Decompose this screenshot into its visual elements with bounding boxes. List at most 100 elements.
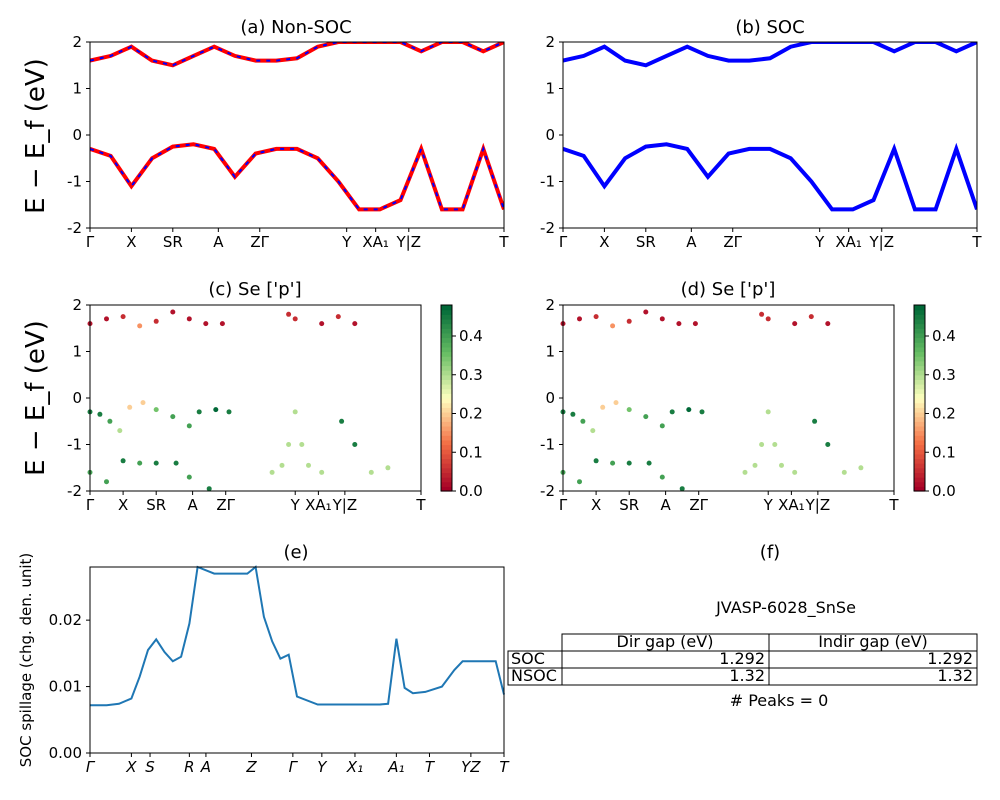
gap-table: JVASP-6028_SnSe Dir gap (eV) Indir gap (…	[507, 598, 978, 710]
scatter-point	[646, 460, 652, 466]
colorbar-segment	[914, 305, 925, 311]
x-tick-label: Γ	[559, 233, 568, 251]
y-tick-label: 0	[72, 389, 82, 407]
colorbar-segment	[441, 407, 452, 413]
spillage-line	[90, 565, 505, 707]
band-lines	[563, 42, 977, 212]
colorbar-segment	[914, 472, 925, 478]
scatter-point	[659, 423, 665, 429]
x-tick-label: Y|Z	[869, 233, 895, 251]
x-tick-label: Y	[290, 496, 301, 514]
table-cell: 1.292	[927, 649, 973, 668]
colorbar-segment	[914, 439, 925, 446]
scatter-point	[385, 465, 391, 471]
colorbar-c: 0.0 0.1 0.2 0.3 0.4	[440, 304, 483, 500]
scatter-point	[779, 462, 784, 468]
scatter-point	[825, 321, 831, 327]
scatter-point	[286, 442, 292, 447]
panel-c-plot: -2 -1 0 1 2 Γ X SR A ZΓ Y XA₁ Y|Z T	[67, 296, 426, 514]
colorbar-segment	[441, 439, 452, 446]
band-lines	[90, 42, 504, 212]
band-line-dash	[90, 42, 504, 67]
colorbar-segment	[914, 388, 925, 394]
x-tick-label: X	[599, 233, 609, 251]
colorbar-segment	[441, 411, 452, 418]
colorbar-segment	[914, 346, 925, 353]
scatter-point	[808, 314, 814, 320]
scatter-point	[120, 314, 126, 320]
x-tick-label: XA₁	[362, 233, 389, 251]
y-tick-label: 0	[545, 389, 555, 407]
scatter-point	[772, 442, 778, 447]
scatter-point	[600, 404, 606, 410]
x-tick-label: X	[126, 233, 136, 251]
colorbar-segment	[441, 430, 452, 436]
colorbar-segment	[914, 393, 925, 399]
scatter-point	[319, 469, 325, 475]
colorbar-segment	[441, 337, 452, 343]
band-line	[90, 142, 504, 212]
scatter-point	[104, 479, 109, 485]
panel-e-title: (e)	[283, 542, 308, 563]
scatter-point	[858, 465, 864, 471]
scatter-point	[286, 311, 292, 317]
x-tick-label: A	[213, 233, 224, 251]
colorbar-segment	[441, 421, 452, 427]
y-tick-label: -2	[540, 482, 555, 500]
scatter-point	[117, 428, 123, 434]
colorbar-segment	[441, 328, 452, 334]
scatter-point	[339, 418, 345, 424]
y-tick-label: -1	[67, 173, 82, 191]
colorbar-segment	[914, 370, 925, 376]
x-tick-label: SR	[619, 496, 639, 514]
colorbar-segment	[441, 463, 452, 469]
colorbar-tick-label: 0.4	[459, 327, 483, 345]
y-tick-label: -1	[67, 436, 82, 454]
colorbar-segment	[441, 342, 452, 348]
scatter-point	[692, 321, 698, 327]
x-tick-label: XA₁	[778, 496, 805, 514]
scatter-point	[792, 469, 798, 475]
scatter-point	[593, 458, 599, 464]
colorbar-segment	[914, 416, 925, 422]
x-tick-label: SR	[163, 233, 183, 251]
y-tick-label: 0	[545, 126, 555, 144]
colorbar-segment	[914, 365, 925, 371]
scatter-point	[213, 407, 219, 413]
colorbar-segment	[914, 351, 925, 357]
y-tick-label: -1	[540, 436, 555, 454]
colorbar-segment	[914, 402, 925, 408]
y-tick-label: 1	[72, 80, 82, 98]
scatter-point	[196, 409, 202, 415]
colorbar-d: 0.0 0.1 0.2 0.3 0.4	[913, 304, 956, 500]
colorbar-segment	[441, 425, 452, 432]
colorbar-segment	[914, 449, 925, 455]
colorbar-segment	[441, 398, 452, 404]
band-ylabel-top: E − E_f (eV)	[21, 58, 51, 214]
colorbar-segment	[441, 458, 452, 464]
y-tick-label: 2	[72, 33, 82, 51]
scatter-point	[186, 474, 192, 480]
colorbar-segment	[914, 486, 925, 492]
x-tick-label: T	[888, 496, 899, 514]
colorbar-segment	[441, 402, 452, 408]
panel-a-title: (a) Non-SOC	[240, 17, 351, 38]
y-tick-label: 2	[545, 296, 555, 314]
plot-frame	[89, 566, 505, 754]
colorbar-segment	[441, 346, 452, 353]
y-tick-label: 2	[72, 296, 82, 314]
x-tick-label: X	[591, 496, 601, 514]
colorbar-segment	[441, 305, 452, 311]
scatter-point	[269, 469, 275, 475]
panel-c-title: (c) Se ['p']	[208, 279, 301, 300]
colorbar-segment	[914, 342, 925, 348]
colorbar-frame	[440, 304, 453, 492]
scatter-point	[120, 458, 126, 464]
colorbar-tick-label: 0.3	[459, 366, 483, 384]
scatter-point	[577, 316, 582, 322]
colorbar-segment	[441, 477, 452, 483]
colorbar-segment	[914, 398, 925, 404]
scatter-point	[352, 442, 358, 447]
colorbar-segment	[441, 351, 452, 357]
scatter-point	[669, 409, 675, 415]
